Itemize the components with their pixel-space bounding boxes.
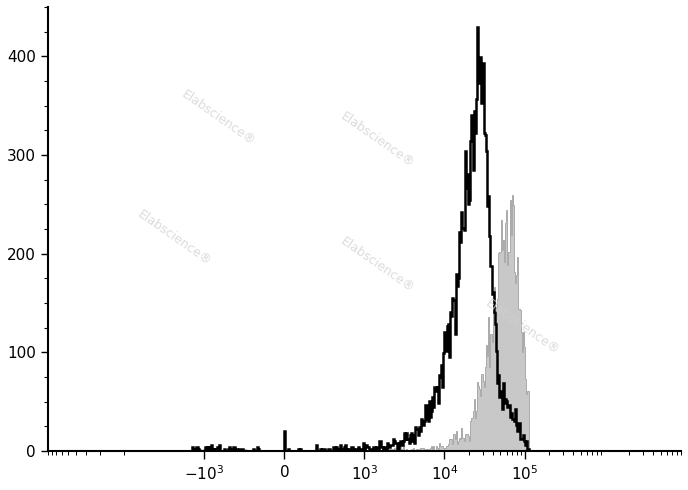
Text: Elabscience®: Elabscience® <box>180 88 258 148</box>
Text: Elabscience®: Elabscience® <box>338 110 416 171</box>
Polygon shape <box>192 195 528 451</box>
Text: Elabscience®: Elabscience® <box>135 208 214 268</box>
Text: Elabscience®: Elabscience® <box>338 234 416 295</box>
Text: Elabscience®: Elabscience® <box>484 296 562 357</box>
